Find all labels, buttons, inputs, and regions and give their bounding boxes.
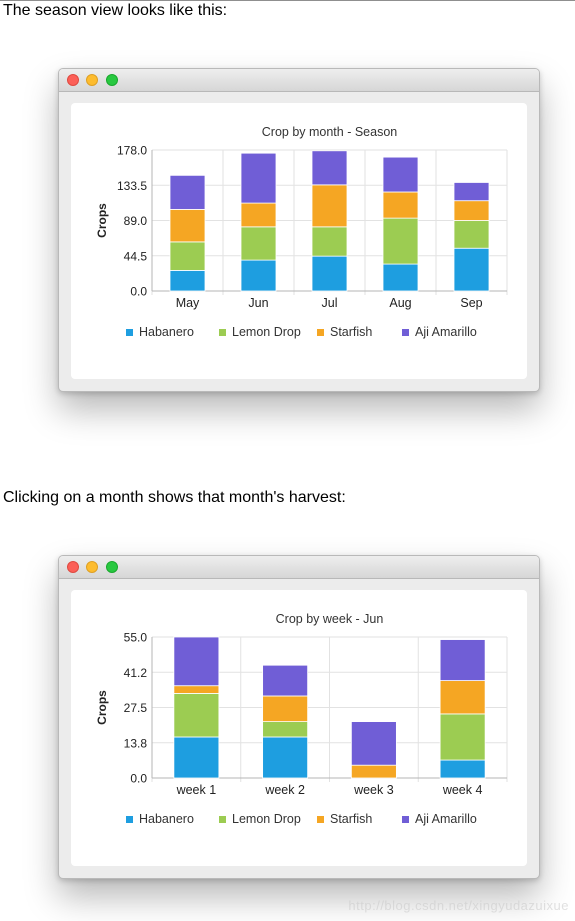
bar-starfish[interactable] — [311, 184, 348, 228]
minimize-icon[interactable] — [86, 561, 98, 573]
chart-panel: Crop by month - Season 0.0 44.5 89.0 133.5 17… — [71, 103, 527, 379]
x-tick-label: Jul — [322, 296, 338, 310]
bar-starfish[interactable] — [262, 695, 309, 723]
bar-starfish[interactable] — [382, 191, 419, 219]
y-tick-label: 89.0 — [124, 214, 148, 228]
bar-aji-amarillo[interactable] — [262, 664, 309, 697]
bar-starfish[interactable] — [240, 202, 277, 228]
bar-starfish[interactable] — [173, 685, 220, 694]
legend-marker — [126, 816, 133, 823]
bar-habanero[interactable] — [262, 736, 309, 779]
bar-starfish[interactable] — [169, 209, 206, 243]
bar-habanero[interactable] — [453, 247, 490, 292]
bar-starfish[interactable] — [453, 200, 490, 221]
y-tick-label: 0.0 — [130, 772, 147, 786]
chart-panel: Crop by week - Jun 0.0 13.8 27.5 41.2 55.0 Cro… — [71, 590, 527, 866]
legend-marker — [126, 329, 133, 336]
y-tick-label: 27.5 — [124, 701, 148, 715]
bar-habanero[interactable] — [169, 270, 206, 292]
legend-marker — [219, 816, 226, 823]
bar-aji-amarillo[interactable] — [382, 156, 419, 193]
top-border — [0, 0, 575, 1]
y-tick-label: 44.5 — [124, 249, 148, 263]
x-tick-label: Aug — [389, 296, 411, 310]
month-caption: Clicking on a month shows that month's h… — [3, 489, 346, 506]
y-axis-label: Crops — [95, 690, 109, 725]
bar-habanero[interactable] — [311, 255, 348, 292]
bar-lemon-drop[interactable] — [169, 241, 206, 271]
y-tick-label: 178.0 — [117, 144, 147, 158]
maximize-icon[interactable] — [106, 561, 118, 573]
y-tick-label: 13.8 — [124, 736, 148, 750]
y-axis-label: Crops — [95, 203, 109, 238]
chart-title: Crop by month - Season — [262, 125, 398, 139]
legend-entry[interactable]: Lemon Drop — [232, 325, 301, 339]
month-window: Crop by week - Jun 0.0 13.8 27.5 41.2 55.0 Cro… — [58, 555, 540, 879]
bar-aji-amarillo[interactable] — [169, 174, 206, 210]
x-tick-label: Jun — [248, 296, 268, 310]
bar-habanero[interactable] — [439, 759, 486, 779]
chart-title: Crop by week - Jun — [276, 612, 384, 626]
bar-lemon-drop[interactable] — [262, 721, 309, 738]
bar-lemon-drop[interactable] — [453, 220, 490, 249]
bar-aji-amarillo[interactable] — [350, 721, 397, 766]
bar-lemon-drop[interactable] — [439, 713, 486, 761]
x-tick-label: week 4 — [442, 783, 483, 797]
y-tick-label: 41.2 — [124, 666, 148, 680]
season-caption: The season view looks like this: — [3, 2, 228, 19]
bar-habanero[interactable] — [382, 263, 419, 292]
bar-lemon-drop[interactable] — [311, 226, 348, 257]
season-window: Crop by month - Season 0.0 44.5 89.0 133.5 17… — [58, 68, 540, 392]
x-tick-label: week 3 — [353, 783, 394, 797]
y-tick-label: 0.0 — [130, 285, 147, 299]
legend-entry[interactable]: Lemon Drop — [232, 812, 301, 826]
legend-entry[interactable]: Starfish — [330, 325, 372, 339]
bar-habanero[interactable] — [173, 736, 220, 779]
bar-aji-amarillo[interactable] — [453, 182, 490, 202]
legend-entry[interactable]: Habanero — [139, 812, 194, 826]
watermark: http://blog.csdn.net/xingyudazuixue — [348, 898, 569, 913]
title-bar[interactable] — [59, 69, 539, 92]
x-tick-label: week 1 — [176, 783, 217, 797]
y-tick-label: 55.0 — [124, 631, 148, 645]
legend-marker — [219, 329, 226, 336]
x-tick-label: May — [176, 296, 200, 310]
x-tick-label: Sep — [460, 296, 482, 310]
title-bar[interactable] — [59, 556, 539, 579]
close-icon[interactable] — [67, 561, 79, 573]
close-icon[interactable] — [67, 74, 79, 86]
y-tick-label: 133.5 — [117, 179, 147, 193]
bar-aji-amarillo[interactable] — [240, 152, 277, 204]
season-chart[interactable]: Crop by month - Season 0.0 44.5 89.0 133.5 17… — [71, 103, 527, 379]
minimize-icon[interactable] — [86, 74, 98, 86]
bar-habanero[interactable] — [240, 259, 277, 292]
legend-marker — [402, 329, 409, 336]
bar-lemon-drop[interactable] — [382, 217, 419, 265]
legend-marker — [317, 329, 324, 336]
legend-entry[interactable]: Aji Amarillo — [415, 812, 477, 826]
bar-aji-amarillo[interactable] — [439, 639, 486, 681]
x-tick-label: week 2 — [264, 783, 305, 797]
month-chart[interactable]: Crop by week - Jun 0.0 13.8 27.5 41.2 55.0 Cro… — [71, 590, 527, 866]
bar-starfish[interactable] — [350, 764, 397, 779]
bar-aji-amarillo[interactable] — [173, 636, 220, 687]
bar-aji-amarillo[interactable] — [311, 150, 348, 186]
bar-lemon-drop[interactable] — [173, 693, 220, 738]
bar-lemon-drop[interactable] — [240, 226, 277, 261]
legend-entry[interactable]: Aji Amarillo — [415, 325, 477, 339]
legend-marker — [402, 816, 409, 823]
legend-marker — [317, 816, 324, 823]
legend-entry[interactable]: Habanero — [139, 325, 194, 339]
bar-starfish[interactable] — [439, 680, 486, 715]
legend-entry[interactable]: Starfish — [330, 812, 372, 826]
maximize-icon[interactable] — [106, 74, 118, 86]
